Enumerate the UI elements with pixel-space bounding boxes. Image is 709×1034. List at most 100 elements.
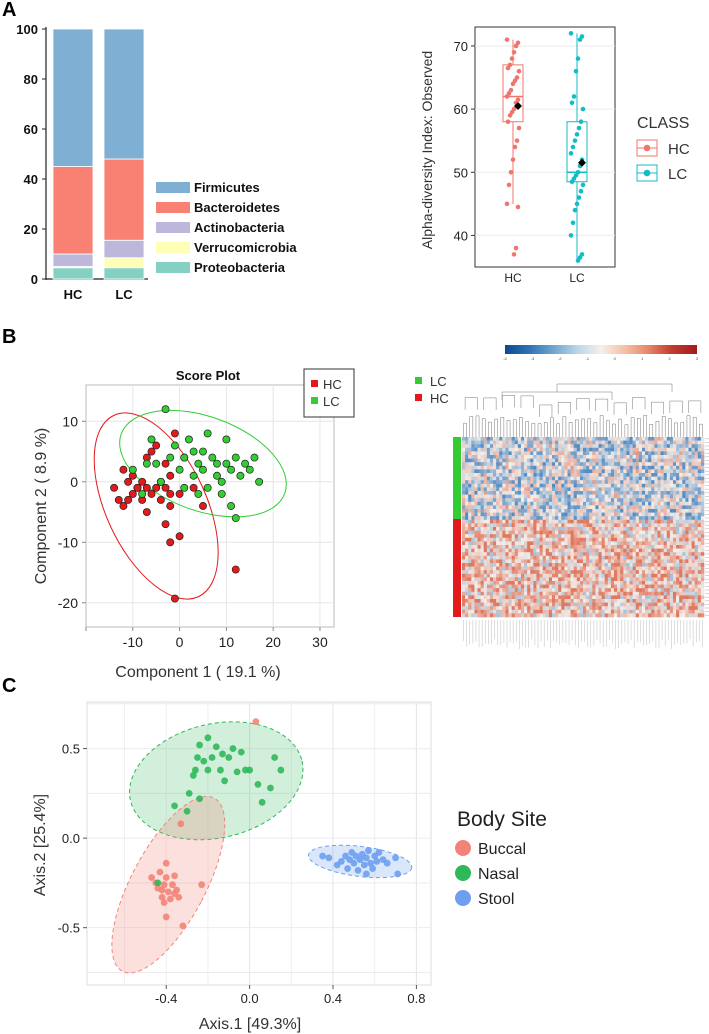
heatmap-cell [502, 552, 506, 557]
heatmap-cell [669, 609, 674, 614]
heatmap-cell [685, 552, 689, 557]
heatmap-cell [477, 494, 481, 499]
heatmap-cell [610, 455, 615, 459]
heatmap-cell [685, 498, 689, 503]
heatmap-cell [527, 581, 531, 585]
heatmap-cell [638, 559, 643, 564]
heatmap-cell [579, 566, 584, 571]
heatmap-cell [614, 595, 618, 600]
heatmap-cell [601, 530, 606, 535]
heatmap-cell [505, 469, 509, 474]
heatmap-cell [623, 483, 627, 488]
heatmap-cell [685, 573, 689, 578]
heatmap-cell [620, 588, 624, 593]
heatmap-cell [669, 570, 674, 575]
data-point-nasal [219, 750, 226, 758]
heatmap-cell [542, 523, 547, 528]
heatmap-cell [517, 480, 522, 485]
heatmap-cell [548, 545, 553, 549]
heatmap-cell [657, 599, 661, 603]
heatmap-cell [654, 440, 658, 445]
heatmap-cell [539, 566, 543, 571]
data-point-hc [124, 477, 133, 486]
heatmap-cell [505, 483, 509, 488]
heatmap-cell [657, 494, 661, 499]
heatmap-cell [489, 516, 494, 521]
heatmap-cell [517, 555, 522, 560]
heatmap-cell [561, 483, 565, 488]
heatmap-cell [595, 573, 599, 578]
heatmap-cell [486, 584, 491, 589]
heatmap-cell [483, 534, 488, 539]
heatmap-cell [700, 473, 705, 477]
heatmap-cell [691, 530, 695, 535]
heatmap-cell [505, 491, 509, 495]
heatmap-cell [536, 563, 540, 567]
heatmap-cell [508, 491, 512, 495]
heatmap-cell [654, 541, 658, 546]
heatmap-cell [489, 541, 494, 546]
heatmap-cell [604, 509, 609, 513]
heatmap-cell [676, 462, 680, 467]
heatmap-cell [561, 570, 565, 575]
heatmap-cell [564, 584, 568, 589]
heatmap-cell [595, 552, 599, 557]
heatmap-cell [567, 584, 571, 589]
heatmap-cell [682, 476, 686, 481]
heatmap-cell [530, 537, 534, 542]
heatmap-cell [533, 541, 537, 546]
heatmap-cell [502, 527, 506, 531]
heatmap-cell [579, 609, 584, 614]
heatmap-cell [483, 527, 488, 531]
heatmap-cell [508, 534, 512, 539]
heatmap-cell [651, 491, 655, 495]
heatmap-cell [620, 469, 624, 474]
heatmap-cell [502, 566, 506, 571]
heatmap-cell [601, 527, 606, 531]
heatmap-cell [700, 595, 705, 600]
heatmap-cell [682, 599, 686, 603]
heatmap-cell [465, 613, 469, 618]
heatmap-cell [527, 458, 531, 463]
heatmap-cell [641, 447, 646, 452]
heatmap-cell [573, 505, 578, 510]
heatmap-cell [586, 437, 590, 441]
heatmap-cell [477, 458, 481, 463]
heatmap-cell [564, 516, 568, 521]
heatmap-cell [583, 570, 587, 575]
heatmap-cell [496, 437, 500, 441]
heatmap-cell [629, 444, 633, 449]
heatmap-cell [496, 480, 500, 485]
heatmap-cell [663, 541, 668, 546]
heatmap-cell [626, 516, 630, 521]
heatmap-cell [527, 465, 531, 470]
heatmap-cell [511, 494, 516, 499]
heatmap-cell [679, 559, 683, 564]
heatmap-cell [620, 465, 624, 470]
heatmap-cell [524, 606, 528, 611]
heatmap-cell [462, 483, 466, 488]
heatmap-cell [551, 591, 556, 596]
heatmap-cell [660, 566, 664, 571]
x-axis-label: Axis.1 [49.3%] [199, 1016, 301, 1033]
heatmap-cell [682, 462, 686, 467]
heatmap-cell [462, 559, 466, 564]
heatmap-cell [691, 577, 695, 582]
heatmap-cell [499, 530, 503, 535]
heatmap-cell [598, 570, 602, 575]
heatmap-cell [672, 588, 677, 593]
heatmap-cell [471, 505, 475, 510]
heatmap-cell [468, 498, 472, 503]
heatmap-cell [688, 591, 692, 596]
heatmap-cell [679, 570, 683, 575]
heatmap-cell [489, 451, 494, 456]
heatmap-cell [536, 498, 540, 503]
heatmap-cell [471, 494, 475, 499]
heatmap-cell [480, 527, 485, 531]
heatmap-cell [561, 458, 565, 463]
heatmap-cell [586, 613, 590, 618]
heatmap-cell [691, 494, 695, 499]
heatmap-cell [471, 588, 475, 593]
heatmap-cell [514, 570, 519, 575]
heatmap-cell [629, 473, 633, 477]
